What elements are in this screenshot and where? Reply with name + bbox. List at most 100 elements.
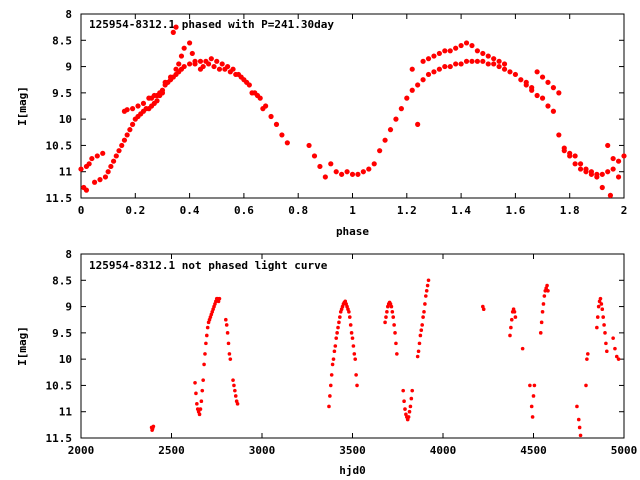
data-point [268, 113, 274, 120]
data-point [371, 161, 377, 167]
data-point [425, 56, 432, 62]
data-point [395, 352, 399, 356]
data-point [127, 127, 133, 133]
phased-light-curve-plot: 0 0.2 0.4 0.6 0.8 1 1.2 1.4 1.6 1.8 2 8 8.5 9 9.5 10 10.… [16, 8, 627, 238]
data-point [545, 103, 551, 109]
data-point [100, 150, 106, 156]
data-point [401, 388, 405, 393]
data-point [398, 106, 404, 112]
data-point [417, 341, 422, 346]
data-point [538, 331, 543, 335]
data-point [410, 388, 415, 393]
data-point [135, 103, 141, 109]
data-point [384, 315, 388, 319]
plot-title: 125954-8312.1 phased with P=241.30day [89, 18, 334, 31]
data-point [577, 161, 584, 167]
data-point [523, 79, 529, 85]
data-point [561, 145, 567, 151]
data-point [530, 415, 535, 419]
data-point [420, 323, 424, 327]
x-tick-label: 0.2 [125, 204, 145, 217]
data-point [485, 61, 491, 67]
data-point [556, 132, 562, 138]
data-point [613, 346, 617, 351]
data-point [442, 48, 448, 54]
data-point [279, 132, 285, 138]
data-point [200, 63, 206, 70]
data-point [382, 137, 388, 143]
x-tick-label: 5000 [611, 444, 638, 457]
y-tick-label: 9.5 [52, 327, 72, 340]
data-point [330, 362, 335, 367]
data-point [162, 79, 168, 85]
data-point [333, 344, 338, 348]
data-point [539, 320, 544, 325]
data-point [508, 333, 512, 338]
x-tick-label: 3000 [249, 444, 276, 457]
y-tick-label: 10 [59, 353, 72, 366]
data-point [576, 417, 581, 422]
data-point [349, 331, 354, 335]
data-point [615, 158, 622, 164]
data-point [531, 394, 536, 398]
data-point [198, 407, 203, 411]
data-point [227, 352, 232, 356]
data-point [424, 294, 428, 298]
data-point [187, 61, 193, 67]
data-point [605, 169, 611, 175]
data-point [422, 310, 426, 314]
data-point [407, 409, 412, 414]
data-point [420, 77, 426, 83]
data-point [216, 66, 223, 72]
y-tick-label: 11.5 [46, 432, 73, 445]
y-tick-label: 10.5 [46, 379, 73, 392]
data-point [509, 325, 513, 330]
data-point [332, 349, 337, 354]
x-tick-label: 4500 [520, 444, 547, 457]
data-point [233, 394, 238, 398]
data-point [91, 179, 98, 185]
data-point [585, 357, 589, 361]
data-point [360, 169, 366, 175]
data-point [344, 169, 350, 175]
data-point [605, 349, 609, 354]
data-point [119, 142, 125, 149]
data-point [424, 289, 429, 293]
data-point [202, 362, 206, 367]
data-point [603, 331, 607, 335]
data-point [575, 404, 579, 409]
data-point [409, 396, 414, 401]
data-point [154, 92, 160, 99]
data-point [474, 58, 480, 64]
data-point [598, 296, 603, 301]
data-point [355, 383, 359, 388]
data-point [419, 328, 424, 333]
data-point [224, 317, 228, 322]
data-point [238, 74, 244, 80]
data-point [116, 148, 122, 154]
data-point [529, 85, 535, 91]
data-point [550, 85, 557, 91]
data-point [385, 310, 389, 314]
data-point [83, 187, 90, 193]
data-point [496, 63, 502, 70]
data-point [431, 53, 437, 59]
data-point [604, 341, 608, 346]
data-point [540, 310, 545, 314]
data-point [599, 171, 605, 177]
data-point [159, 90, 166, 96]
x-axis-label: phase [336, 225, 369, 238]
x-tick-label: 0.6 [234, 204, 254, 217]
data-point [273, 121, 280, 127]
data-point [480, 58, 486, 64]
data-point [615, 174, 622, 180]
data-point [194, 391, 198, 396]
data-point [195, 402, 199, 406]
data-point [545, 79, 551, 85]
data-point [578, 433, 583, 438]
data-point [105, 169, 111, 175]
data-point [284, 140, 290, 146]
data-point [501, 61, 508, 67]
data-point [512, 310, 517, 314]
y-tick-label: 10 [59, 113, 72, 126]
